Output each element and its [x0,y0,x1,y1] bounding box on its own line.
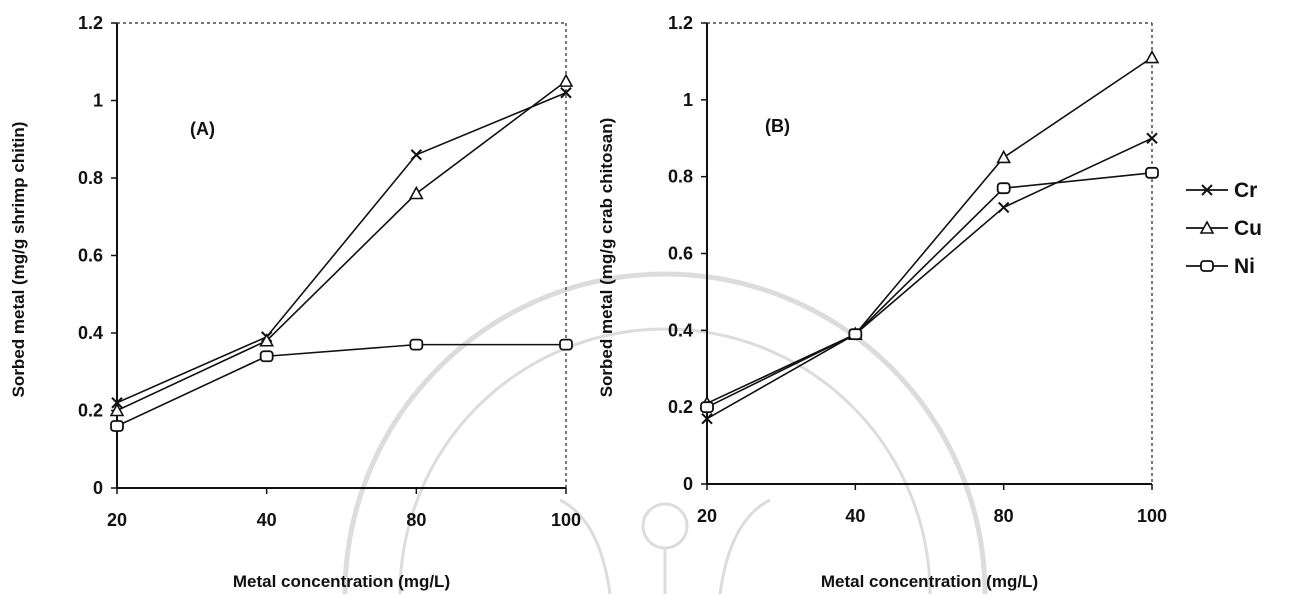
data-point [996,149,1012,164]
x-axis-title: Metal concentration (mg/L) [821,572,1038,591]
x-tick-label: 80 [406,510,426,530]
y-tick-label: 0.6 [668,244,693,264]
y-tick-label: 0.4 [668,320,693,340]
y-tick-label: 0.2 [78,401,103,421]
data-point [408,185,424,200]
legend-marker-shape [1199,220,1215,234]
data-point [560,87,572,99]
panel-a: 0 0.2 0.4 0.6 0.8 1 1.2 20 40 80 100 Metal concentr… [9,13,581,591]
data-point [701,412,713,425]
series-line [706,56,1153,405]
x-axis-title: Metal concentration (mg/L) [233,572,450,591]
data-point [1144,49,1160,64]
data-point-shape [1145,166,1159,179]
data-point-shape [559,338,573,351]
legend-item-ni: Ni [1186,255,1255,278]
data-point [1146,132,1158,144]
data-point-shape [996,182,1011,195]
data-point [410,149,423,161]
y-tick-label: 0 [93,478,103,498]
data-point-shape [1146,132,1158,144]
y-tick-label: 0 [683,474,693,494]
x-tick-label: 100 [1137,506,1167,526]
x-tick-label: 80 [994,506,1014,526]
series-ni [110,338,573,432]
legend-label: Cu [1234,217,1262,240]
series-cu [109,73,574,417]
x-tick-label: 100 [551,510,581,530]
data-point-shape [111,397,123,409]
y-axis-title: Sorbed metal (mg/g shrimp chitin) [9,122,28,398]
x-tick-label: 20 [697,506,717,526]
data-point-shape [996,149,1012,164]
y-tick-label: 1 [93,91,103,111]
legend-marker [1201,184,1213,196]
data-point-shape [700,401,714,414]
x-tick-label: 20 [107,510,127,530]
series-line [706,137,1153,420]
data-point [109,402,125,417]
y-tick-label: 1 [683,90,693,110]
y-axis-title: Sorbed metal (mg/g crab chitosan) [597,118,616,398]
y-tick-label: 1.2 [78,13,103,33]
data-point [996,182,1011,195]
data-point-shape [701,412,713,425]
legend-marker [1199,220,1215,234]
data-point [559,338,573,351]
y-tick-label: 1.2 [668,13,693,33]
legend-item-cr: Cr [1186,179,1257,202]
data-point [1145,166,1159,179]
data-point-shape [1144,49,1160,64]
data-point-shape [848,328,863,341]
y-tick-label: 0.8 [78,168,103,188]
data-point-shape [259,333,275,347]
series-cr [111,87,572,409]
data-point-shape [408,185,424,200]
data-point [259,333,275,347]
x-tick-label: 40 [845,506,865,526]
data-point-shape [410,149,423,161]
data-point-shape [560,87,572,99]
y-tick-label: 0.4 [78,323,103,343]
series-line [116,80,567,412]
panel-b: 0 0.2 0.4 0.6 0.8 1 1.2 20 40 80 100 Metal concentr… [597,13,1167,591]
legend-item-cu: Cu [1186,217,1262,240]
data-point-shape [109,402,125,417]
data-point [110,420,124,432]
data-point [558,73,574,87]
legend-marker-shape [1201,184,1213,196]
data-point [997,201,1010,214]
y-tick-label: 0.8 [668,167,693,187]
legend-label: Cr [1234,179,1257,202]
data-point [259,350,274,363]
data-point [111,397,123,409]
legend-label: Ni [1234,255,1255,278]
data-point-shape [110,420,124,432]
legend-marker-shape [1200,260,1214,272]
y-tick-label: 0.2 [668,397,693,417]
legend-marker [1200,260,1214,272]
data-point-shape [997,201,1010,214]
panel-label: (A) [190,119,215,139]
series-ni [700,166,1159,414]
data-point [848,328,863,341]
series-cu [699,49,1160,410]
series-line [116,343,566,427]
watermark-seal [342,271,988,595]
series-line [706,172,1153,408]
x-tick-label: 40 [257,510,277,530]
legend: Cr Cu Ni [1186,179,1262,278]
panel-label: (B) [765,116,790,136]
series-cr [701,132,1158,425]
data-point-shape [259,350,274,363]
data-point [700,401,714,414]
data-point-shape [558,73,574,87]
series-line [116,92,567,404]
data-point [409,338,424,351]
data-point-shape [409,338,424,351]
y-tick-label: 0.6 [78,246,103,266]
